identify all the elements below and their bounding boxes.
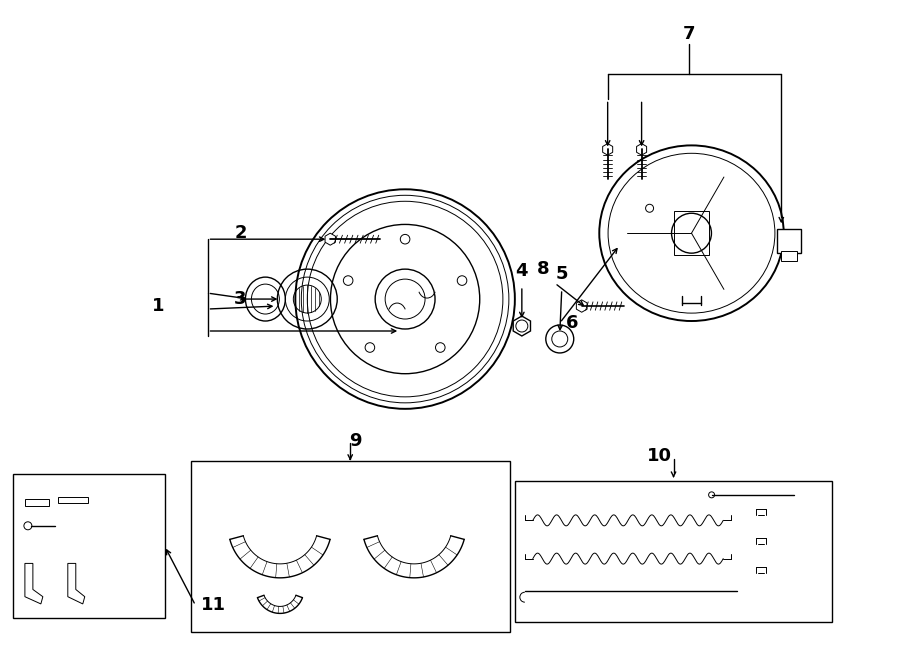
Text: 8: 8 [536,260,549,278]
Polygon shape [513,316,530,336]
Bar [515,481,832,623]
Text: 9: 9 [349,432,362,449]
Bar [13,474,165,619]
Bar [25,498,49,506]
Text: 5: 5 [555,265,568,283]
Text: 11: 11 [201,596,226,615]
Polygon shape [25,563,43,604]
Polygon shape [68,563,85,604]
Text: 10: 10 [647,447,672,465]
Text: 3: 3 [234,290,247,308]
Polygon shape [636,143,646,155]
Text: 1: 1 [152,297,165,315]
Bar [191,461,510,633]
Bar [673,212,709,255]
Bar [58,496,88,502]
Text: 4: 4 [516,262,528,280]
Polygon shape [603,143,613,155]
Polygon shape [325,233,336,245]
Bar [778,229,801,253]
Bar [781,251,797,261]
Text: 2: 2 [234,224,247,242]
Polygon shape [576,300,587,312]
Text: 7: 7 [683,24,696,42]
Text: 6: 6 [565,314,578,332]
